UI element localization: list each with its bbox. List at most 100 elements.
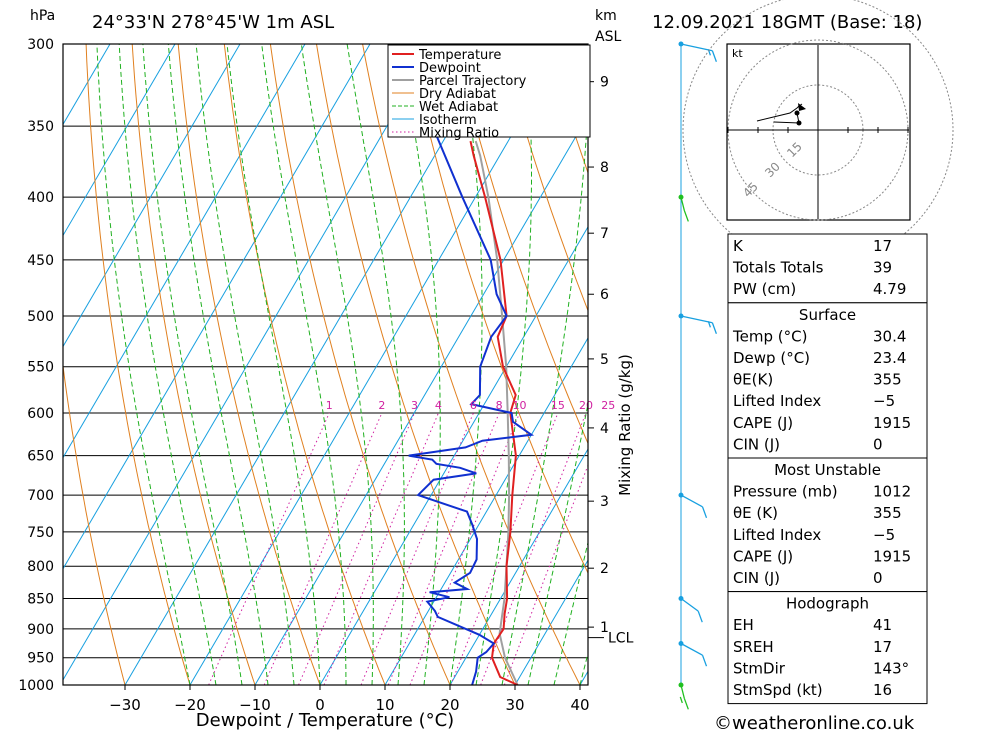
pressure-tick-label: 850: [27, 591, 54, 607]
wind-barb: [678, 682, 689, 710]
wind-barb-shaft: [680, 315, 713, 324]
pressure-tick-label: 500: [27, 309, 54, 325]
surface-table-title: Surface: [799, 306, 856, 324]
indices-table-row-label: PW (cm): [733, 280, 796, 298]
isotherm-line: [63, 44, 111, 126]
surface-table-row-label: CIN (J): [733, 435, 780, 453]
datetime-label: 12.09.2021 18GMT (Base: 18): [652, 12, 922, 33]
isotherm-line: [63, 44, 241, 348]
dry-adiabat-line: [916, 44, 1000, 685]
most-unstable-table-row-label: CIN (J): [733, 569, 780, 587]
surface-table-row-value: 355: [873, 371, 902, 389]
isotherm-line: [63, 44, 436, 681]
mixing-ratio-line: [323, 412, 439, 685]
wet-adiabat-line: [226, 44, 321, 685]
km-tick-label: 5: [600, 352, 609, 368]
legend-parcel: Parcel Trajectory: [419, 74, 527, 89]
hodograph-table-row-value: 17: [873, 638, 892, 656]
temperature-tick-label: −30: [109, 696, 141, 714]
wet-adiabat-line: [300, 44, 374, 685]
km-tick-label: 9: [600, 75, 609, 91]
mixing-ratio-label: 1: [326, 399, 333, 412]
hodograph-point: [796, 120, 802, 126]
pressure-tick-label: 750: [27, 525, 54, 541]
pressure-tick-label: 1000: [18, 678, 54, 694]
mixing-ratio-label: 10: [513, 399, 527, 412]
pressure-tick-label: 300: [27, 37, 54, 53]
most-unstable-table-title: Most Unstable: [774, 461, 881, 479]
wind-barb-shaft: [680, 197, 685, 211]
wet-adiabat-line: [96, 44, 191, 685]
isotherm-line: [124, 44, 501, 685]
dry-adiabat-line: [269, 44, 451, 685]
temperature-tick-label: −10: [239, 696, 271, 714]
km-tick-label: 1: [600, 620, 609, 636]
storm-motion-arrow-icon: [798, 103, 806, 111]
wind-barb: [678, 194, 689, 222]
indices-tables: K 17 Totals Totals 39 PW (cm) 4.79 Surface Temp…: [727, 233, 928, 705]
hodograph-table-row-label: EH: [733, 616, 754, 634]
wind-barb-feather: [683, 698, 689, 710]
pressure-tick-label: 700: [27, 488, 54, 504]
indices-table-row-value: 4.79: [873, 280, 906, 298]
surface-table-row-value: −5: [873, 392, 895, 410]
wet-adiabat-line: [527, 401, 588, 685]
indices-table-row-label: K: [733, 237, 744, 255]
wet-adiabat-line: [195, 44, 295, 685]
temperature-tick-label: 10: [375, 696, 394, 714]
wind-barb: [678, 492, 708, 519]
pressure-tick-label: 550: [27, 360, 54, 376]
hodograph-table-title: Hodograph: [786, 595, 869, 613]
mixing-ratio-line: [503, 463, 588, 685]
asl-label: ASL: [595, 29, 621, 45]
wind-barb-feather: [701, 506, 708, 519]
wet-adiabat-line: [553, 540, 588, 685]
km-tick-label: 2: [600, 561, 609, 577]
mixing-ratio-line: [450, 412, 559, 685]
mixing-ratio-line: [263, 412, 383, 685]
temperature-tick-label: 40: [570, 696, 589, 714]
hodograph-table-row-value: 143°: [873, 659, 909, 677]
wet-adiabat-line: [118, 44, 217, 685]
hodograph-table-row-label: StmSpd (kt): [733, 681, 823, 699]
km-tick-label: 6: [600, 287, 609, 303]
wet-adiabat-line: [501, 98, 588, 685]
isotherm-line: [514, 559, 588, 685]
isotherm-line: [384, 337, 588, 685]
surface-table-row-label: CAPE (J): [733, 414, 793, 432]
most-unstable-table-row-value: 1012: [873, 483, 911, 501]
mixing-ratio-label: 4: [435, 399, 442, 412]
wind-barb: [678, 313, 717, 334]
pressure-tick-label: 450: [27, 253, 54, 269]
dry-adiabat-line: [362, 44, 581, 685]
wind-barb-shaft: [680, 597, 699, 612]
pressure-tick-label: 800: [27, 559, 54, 575]
wind-barb-feather: [697, 610, 703, 623]
most-unstable-table-row-label: θE (K): [733, 504, 778, 522]
dry-adiabat-line: [223, 44, 386, 685]
legend-dewpoint: Dewpoint: [419, 61, 481, 76]
km-tick-label: 7: [600, 226, 609, 242]
wet-adiabat-line: [167, 44, 269, 685]
most-unstable-table-row-value: 0: [873, 569, 883, 587]
dry-adiabat-line: [316, 44, 516, 685]
wind-barb-shaft: [680, 43, 713, 52]
isotherm-line: [63, 44, 176, 237]
indices-table-row-value: 39: [873, 259, 892, 277]
surface-table-row-label: θE(K): [733, 371, 773, 389]
mixing-ratio-label: 6: [470, 399, 477, 412]
temperature-tick-label: 30: [505, 696, 524, 714]
temperature-profile-line: [469, 140, 519, 685]
temperature-tick-label: 0: [315, 696, 325, 714]
temperature-tick-label: 20: [440, 696, 459, 714]
isotherm-line: [254, 114, 588, 685]
dry-adiabat-line: [408, 44, 588, 575]
pressure-tick-label: 650: [27, 449, 54, 465]
most-unstable-table-row-label: Lifted Index: [733, 526, 821, 544]
km-tick-label: 8: [600, 160, 609, 176]
dewpoint-profile-line: [401, 44, 535, 685]
wind-barb-half-feather: [707, 321, 711, 328]
mixing-ratio-line: [298, 412, 415, 685]
pressure-tick-label: 600: [27, 406, 54, 422]
